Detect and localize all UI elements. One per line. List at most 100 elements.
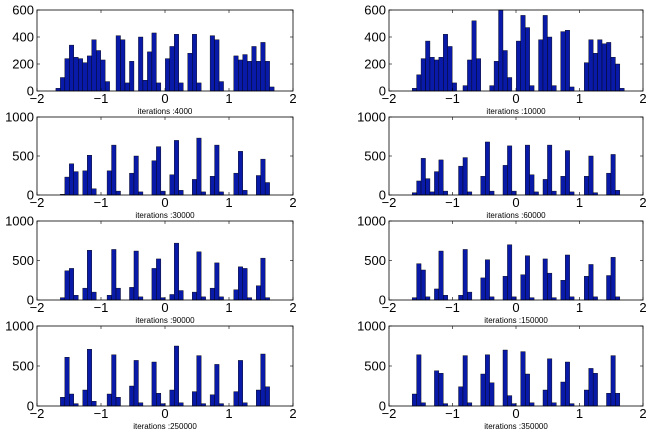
x-tick-label: −2 (30, 406, 45, 421)
y-tick-label: 0 (379, 293, 386, 308)
histogram-bar (447, 46, 453, 92)
x-tick-label: 2 (639, 300, 646, 315)
histogram-bar (592, 53, 598, 92)
histogram-bar (115, 190, 121, 196)
histogram-bar (82, 389, 88, 407)
histogram-bar (87, 250, 92, 301)
histogram-bar (214, 262, 220, 301)
histogram-bar (592, 373, 598, 407)
x-axis-caption: iterations :350000 (484, 422, 548, 431)
histogram-panel: −2 −1 0 1 2 0 500 1000 iterations :250000 (5, 319, 297, 432)
histogram-bar (138, 402, 144, 407)
histogram-bar (547, 36, 553, 92)
histogram-bar (569, 86, 575, 92)
histogram-bar (264, 386, 270, 407)
histogram-bar (565, 30, 570, 92)
histogram-bar (533, 191, 539, 196)
histogram-bar (111, 249, 117, 301)
histogram-panel: −2 −1 0 1 2 0 200 400 600 iterations :4000 (12, 3, 296, 117)
histogram-bar (480, 373, 486, 407)
histogram-bar (588, 264, 594, 301)
histogram-bar (476, 58, 481, 92)
histogram-bar (169, 294, 175, 301)
x-axis-caption: iterations :10000 (486, 107, 546, 116)
y-tick-label: 600 (364, 3, 386, 18)
histogram-bar (191, 34, 197, 92)
histogram-bar (247, 61, 252, 92)
histogram-bar (129, 61, 135, 92)
y-tick-label: 500 (364, 359, 386, 374)
y-tick-label: 500 (364, 149, 386, 164)
x-axis-caption: iterations :90000 (135, 316, 195, 325)
histogram-bar (606, 275, 612, 301)
histogram-bar (233, 289, 239, 301)
histogram-bar (551, 85, 557, 92)
histogram-bar (584, 276, 589, 301)
histogram-bar (601, 43, 607, 92)
histogram-bar (462, 85, 468, 92)
histogram-bar (420, 158, 426, 196)
y-tick-label: 1000 (357, 110, 386, 125)
y-tick-label: 1000 (5, 214, 34, 229)
histogram-bar (597, 39, 603, 92)
histogram-bar (200, 296, 206, 301)
histogram-bar (87, 155, 92, 196)
histogram-bar (489, 190, 495, 196)
histogram-panel: −2 −1 0 1 2 0 500 1000 iterations :30000 (5, 110, 297, 221)
y-tick-label: 1000 (5, 319, 34, 334)
histogram-bar (551, 190, 557, 196)
histogram-bar (233, 55, 239, 92)
histogram-bar (169, 389, 175, 407)
histogram-bar (565, 361, 570, 407)
histogram-bar (584, 389, 589, 407)
x-tick-label: −2 (382, 91, 397, 106)
histogram-bar (78, 58, 83, 92)
histogram-bar (606, 42, 612, 92)
y-tick-label: 0 (379, 84, 386, 99)
histogram-bar (242, 190, 248, 196)
histogram-bar (73, 57, 79, 92)
histogram-bar (111, 354, 117, 407)
histogram-bar (209, 287, 215, 301)
x-axis-caption: iterations :30000 (135, 211, 195, 220)
y-tick-label: 0 (27, 84, 34, 99)
histogram-bar (502, 349, 508, 407)
histogram-bar (434, 288, 440, 301)
histogram-bar (551, 402, 557, 407)
x-tick-label: 1 (225, 406, 232, 421)
axes-frame (36, 220, 294, 301)
x-tick-label: 0 (161, 91, 168, 106)
histogram-bar (411, 88, 417, 92)
histogram-bar (187, 53, 193, 92)
histogram-bar (525, 27, 530, 92)
histogram-bar (606, 393, 612, 407)
histogram-bar (133, 360, 139, 407)
histogram-bar (502, 165, 508, 196)
histogram-bar (196, 82, 202, 92)
histogram-bar (256, 175, 261, 196)
histogram-bar (256, 61, 261, 92)
histogram-bar (95, 50, 101, 92)
histogram-bar (520, 15, 526, 92)
histogram-bar (174, 34, 179, 92)
x-tick-label: 2 (639, 406, 646, 421)
histogram-bar (129, 172, 135, 196)
histogram-bar (560, 381, 566, 407)
histogram-bar (269, 86, 275, 92)
histogram-bar (489, 85, 495, 92)
histogram-bar (82, 62, 88, 92)
histogram-bar (462, 157, 468, 196)
histogram-bar (238, 266, 243, 301)
histogram-panel: −2 −1 0 1 2 0 200 400 600 iterations :10000 (364, 3, 646, 117)
histogram-bar (115, 35, 121, 92)
histogram-bar (196, 355, 202, 407)
histogram-bar (264, 61, 270, 92)
histogram-bar (73, 295, 79, 301)
y-tick-label: 0 (27, 293, 34, 308)
histogram-bar (425, 40, 431, 92)
histogram-bar (606, 172, 612, 196)
histogram-bar (264, 182, 270, 196)
y-tick-label: 200 (12, 57, 34, 72)
histogram-bar (214, 144, 220, 196)
x-tick-label: −2 (382, 300, 397, 315)
